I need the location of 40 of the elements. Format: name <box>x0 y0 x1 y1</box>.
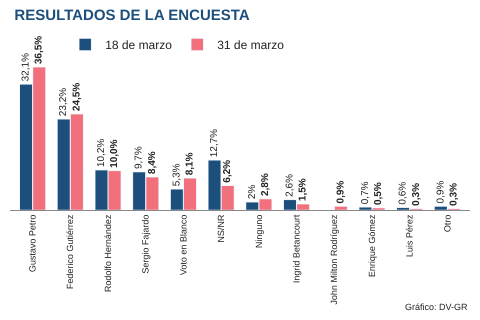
data-label: 2,6% <box>284 174 296 197</box>
legend-label: 18 de marzo <box>105 38 172 52</box>
x-tick-label: Federico Gutiérrez <box>65 214 76 290</box>
x-tick-label: Luis Pérez <box>404 214 415 258</box>
data-label: 0,3% <box>410 182 422 206</box>
data-label: 0,5% <box>373 182 384 206</box>
x-tick-label: Gustavo Petro <box>28 214 38 272</box>
data-label: 0,6% <box>398 182 409 205</box>
data-label: 0,3% <box>448 182 460 206</box>
data-label: 10,0% <box>109 139 120 168</box>
data-label: 12,7% <box>209 128 220 158</box>
bar <box>334 206 348 210</box>
data-label: 1,5% <box>298 178 309 202</box>
x-tick-label: Ninguno <box>254 214 264 248</box>
x-tick-label: Rodolfo Hernández <box>102 214 113 292</box>
data-label: 10,2% <box>96 138 107 168</box>
text: Gráfico: DV-GR <box>405 302 468 312</box>
x-tick-label: NS/NR <box>216 214 226 243</box>
data-label: 0,9% <box>435 180 446 204</box>
data-label: 36,5% <box>34 36 45 64</box>
data-label: 24,5% <box>71 82 82 112</box>
data-label: 8,1% <box>184 152 196 176</box>
chart-title: RESULTADOS DE LA ENCUESTA <box>14 7 250 24</box>
data-label: 23,2% <box>58 88 70 116</box>
x-tick-label: Otro <box>442 214 452 232</box>
x-tick-label: Voto en Blanco <box>178 214 188 276</box>
data-label: 32,1% <box>20 52 32 82</box>
data-label: 2% <box>246 184 258 200</box>
x-tick-label: John Milton Rodríguez <box>329 214 340 305</box>
legend-label: 31 de marzo <box>217 38 284 52</box>
x-tick-label: Ingrid Betancourt <box>291 214 302 284</box>
data-label: 8,4% <box>146 151 158 174</box>
x-tick-label: Sergio Fajardo <box>140 214 151 274</box>
data-label: 0,7% <box>360 181 371 204</box>
x-tick-label: Enrique Gómez <box>366 214 377 278</box>
data-label: 9,7% <box>134 146 145 170</box>
data-label: 6,2% <box>222 160 234 183</box>
data-label: 0,9% <box>335 180 346 204</box>
data-label: 2,8% <box>260 173 271 196</box>
data-label: 5,3% <box>171 163 182 186</box>
